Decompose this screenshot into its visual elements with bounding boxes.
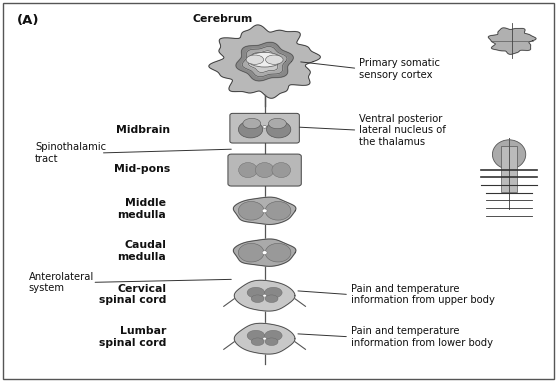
Text: Anterolateral
system: Anterolateral system [28, 272, 94, 293]
Polygon shape [234, 323, 295, 354]
Polygon shape [488, 28, 536, 54]
Polygon shape [236, 42, 293, 81]
Polygon shape [233, 197, 296, 224]
Ellipse shape [243, 118, 261, 129]
Ellipse shape [255, 162, 274, 178]
Ellipse shape [248, 52, 282, 67]
Text: Cerebrum: Cerebrum [193, 14, 253, 24]
Ellipse shape [263, 294, 266, 297]
Text: Midbrain: Midbrain [116, 125, 170, 135]
Text: Middle
medulla: Middle medulla [118, 199, 167, 220]
Ellipse shape [265, 287, 282, 298]
Ellipse shape [265, 295, 278, 303]
Ellipse shape [238, 121, 263, 138]
Bar [501, 146, 517, 192]
Text: Mid-pons: Mid-pons [114, 164, 170, 174]
Ellipse shape [265, 201, 291, 220]
Polygon shape [242, 47, 287, 77]
Text: Caudal
medulla: Caudal medulla [118, 240, 167, 262]
Ellipse shape [492, 140, 526, 169]
Text: Pain and temperature
information from lower body: Pain and temperature information from lo… [351, 326, 493, 348]
Ellipse shape [265, 338, 278, 346]
Ellipse shape [265, 243, 291, 262]
Ellipse shape [268, 118, 286, 129]
Text: Spinothalamic
tract: Spinothalamic tract [35, 142, 106, 164]
Ellipse shape [238, 162, 257, 178]
Text: Ventral posterior
lateral nucleus of
the thalamus: Ventral posterior lateral nucleus of the… [359, 113, 446, 147]
Ellipse shape [262, 251, 267, 254]
Text: Primary somatic
sensory cortex: Primary somatic sensory cortex [359, 58, 440, 80]
Ellipse shape [263, 126, 267, 128]
Ellipse shape [247, 287, 265, 298]
Ellipse shape [251, 295, 264, 303]
Ellipse shape [272, 162, 291, 178]
Ellipse shape [238, 243, 264, 262]
Polygon shape [233, 239, 296, 266]
FancyBboxPatch shape [228, 154, 301, 186]
Ellipse shape [246, 55, 263, 64]
Text: Cervical
spinal cord: Cervical spinal cord [99, 284, 167, 305]
Ellipse shape [263, 337, 266, 340]
Polygon shape [209, 25, 320, 98]
Ellipse shape [247, 330, 265, 341]
Ellipse shape [266, 55, 283, 64]
Text: Pain and temperature
information from upper body: Pain and temperature information from up… [351, 284, 495, 305]
Ellipse shape [262, 209, 267, 213]
Ellipse shape [251, 338, 264, 346]
FancyBboxPatch shape [230, 113, 299, 143]
Text: Lumbar
spinal cord: Lumbar spinal cord [99, 326, 167, 348]
Ellipse shape [267, 121, 291, 138]
Text: (A): (A) [17, 14, 40, 27]
Ellipse shape [238, 201, 264, 220]
Polygon shape [234, 280, 295, 311]
Polygon shape [248, 51, 281, 73]
Ellipse shape [265, 330, 282, 341]
